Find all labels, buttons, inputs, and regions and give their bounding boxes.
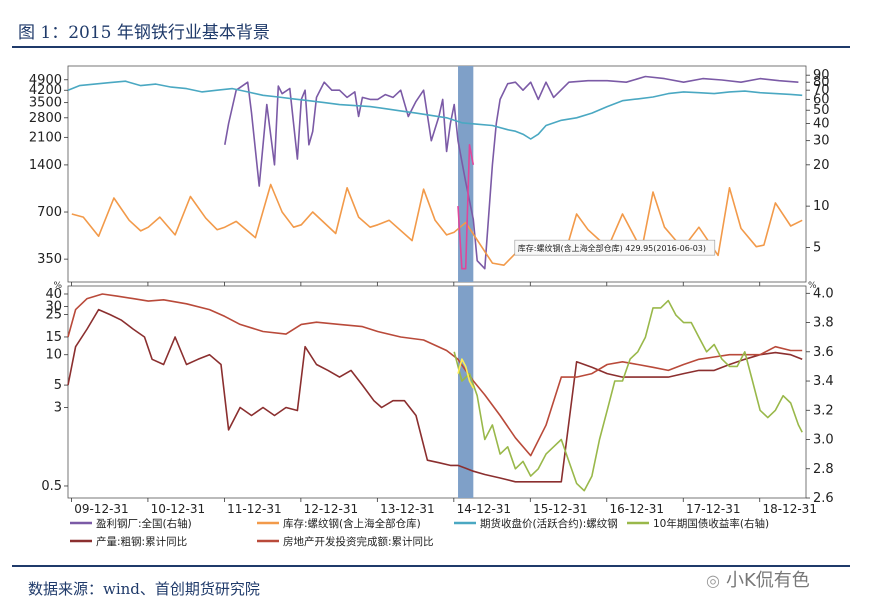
x-tick-label: 16-12-31 <box>610 502 664 516</box>
right-tick-label: 70 <box>813 83 830 98</box>
source-note: 数据来源：wind、首创期货研究院 <box>28 580 260 598</box>
left-axis-unit: % <box>53 281 62 291</box>
left-tick-label: 350 <box>37 252 62 267</box>
right-tick-label: 4.0 <box>813 286 834 301</box>
left-tick-label: 1400 <box>29 158 62 173</box>
right-tick-label: 2.8 <box>813 462 834 477</box>
x-tick-label: 10-12-31 <box>151 502 205 516</box>
plot-frame <box>67 285 807 499</box>
x-tick-label: 12-12-31 <box>304 502 358 516</box>
right-axis-unit: % <box>808 281 817 291</box>
annotation-label: 库存:螺纹钢(含上海全部仓库) 429.95(2016-06-03) <box>518 243 706 253</box>
right-tick-label: 10 <box>813 199 830 214</box>
left-tick-label: 40 <box>45 287 62 302</box>
right-tick-label: 50 <box>813 103 830 118</box>
left-tick-label: 4200 <box>29 83 62 98</box>
left-tick-label: 30 <box>45 300 62 315</box>
left-tick-label: 10 <box>45 348 62 363</box>
left-tick-label: 15 <box>45 330 62 345</box>
left-tick-label: 5 <box>54 378 62 393</box>
right-tick-label: 5 <box>813 240 821 255</box>
x-tick-label: 09-12-31 <box>74 502 128 516</box>
x-tick-label: 11-12-31 <box>227 502 281 516</box>
right-tick-label: 30 <box>813 134 830 149</box>
series-line <box>453 299 803 492</box>
left-tick-label: 2800 <box>29 111 62 126</box>
right-tick-label: 3.0 <box>813 433 834 448</box>
left-tick-label: 3 <box>54 400 62 415</box>
x-tick-label: 14-12-31 <box>457 502 511 516</box>
series-line <box>67 80 803 140</box>
series-line <box>67 308 803 483</box>
right-tick-label: 3.6 <box>813 345 834 360</box>
annotation-box <box>514 239 716 256</box>
wechat-icon: ◎ <box>706 571 720 590</box>
right-tick-label: 3.4 <box>813 374 834 389</box>
left-tick-label: 3500 <box>29 96 62 111</box>
series-line <box>67 293 803 457</box>
legend-item-label: 产量:粗钢:累计同比 <box>96 535 187 548</box>
legend-item-label: 库存:螺纹钢(含上海全部仓库) <box>283 517 421 530</box>
legend-item-label: 房地产开发投资完成额:累计同比 <box>283 535 434 548</box>
watermark: ◎ 小K侃有色 <box>706 566 810 592</box>
x-tick-label: 18-12-31 <box>762 502 816 516</box>
series-line <box>457 358 475 389</box>
shaded-period <box>458 286 474 498</box>
series-line <box>457 144 475 270</box>
page-title: 图 1：2015 年钢铁行业基本背景 <box>18 23 270 43</box>
left-tick-label: 4900 <box>29 73 62 88</box>
series-line <box>224 75 799 270</box>
right-tick-label: 3.8 <box>813 316 834 331</box>
left-tick-label: 0.5 <box>41 479 62 494</box>
right-tick-label: 2.6 <box>813 491 834 506</box>
legend-item-label: 10年期国债收益率(右轴) <box>653 517 769 530</box>
x-tick-label: 17-12-31 <box>686 502 740 516</box>
plot-frame <box>67 65 807 283</box>
watermark-text: 小K侃有色 <box>725 570 810 591</box>
x-tick-label: 13-12-31 <box>380 502 434 516</box>
right-tick-label: 60 <box>813 92 830 107</box>
legend-item-label: 期货收盘价(活跃合约):螺纹钢 <box>480 517 618 530</box>
right-tick-label: 40 <box>813 117 830 132</box>
right-tick-label: 3.2 <box>813 403 834 418</box>
right-tick-label: 90 <box>813 68 830 83</box>
left-tick-label: 700 <box>37 205 62 220</box>
chart-area: 4900420035002800210014007003509080706050… <box>29 65 834 548</box>
right-tick-label: 80 <box>813 75 830 90</box>
chart-legend: 盈利钢厂:全国(右轴) 库存:螺纹钢(含上海全部仓库) 期货收盘价(活跃合约):螺纹… <box>70 517 769 548</box>
left-tick-label: 2100 <box>29 130 62 145</box>
header-rule <box>12 46 850 48</box>
footer-rule <box>12 565 850 567</box>
x-tick-label: 15-12-31 <box>533 502 587 516</box>
legend-item-label: 盈利钢厂:全国(右轴) <box>96 517 192 530</box>
right-tick-label: 20 <box>813 158 830 173</box>
left-tick-label: 25 <box>45 308 62 323</box>
